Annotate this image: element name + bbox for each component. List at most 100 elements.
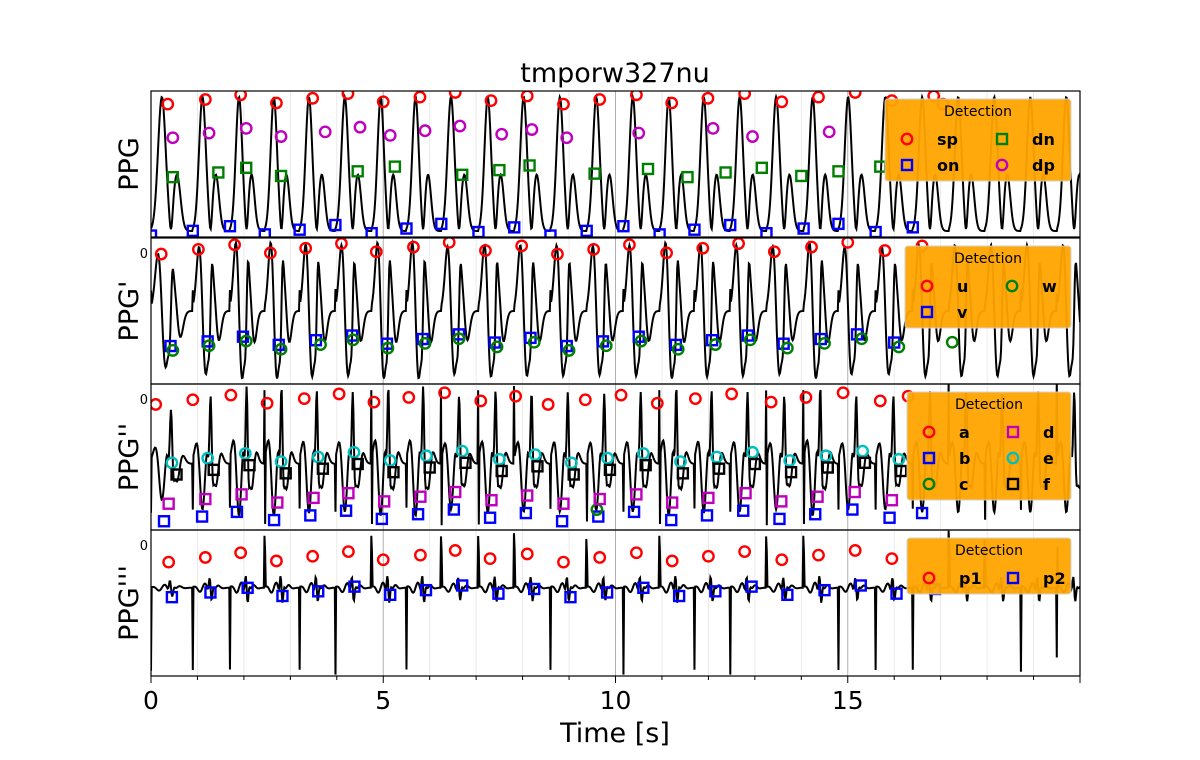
marker-b: [411, 508, 425, 521]
legend-1: Detection sp dn on dp: [884, 98, 1072, 182]
marker-f: [316, 462, 330, 475]
marker-sp: [413, 91, 427, 104]
marker-e: [201, 451, 215, 465]
legend-4: Detection p1 p2: [906, 537, 1072, 595]
marker-dn: [274, 169, 288, 183]
marker-e: [383, 454, 397, 467]
marker-dp: [560, 131, 574, 145]
legend-title: Detection: [944, 104, 1012, 120]
marker-on: [365, 227, 378, 237]
legend-box: [884, 98, 1072, 182]
marker-b: [375, 512, 389, 526]
marker-sp: [161, 97, 175, 111]
marker-b: [592, 510, 605, 523]
marker-u: [660, 246, 673, 260]
marker-f: [459, 456, 472, 470]
y-tick-label: 0: [140, 393, 148, 408]
legend-marker-dn: [995, 132, 1009, 146]
y-axis-label: PPG': [114, 281, 145, 342]
marker-u: [878, 244, 892, 257]
marker-p1: [270, 554, 283, 568]
marker-dn: [588, 167, 601, 180]
marker-a: [186, 393, 200, 407]
chart-title: tmporw327nu: [520, 58, 710, 89]
marker-dn: [212, 166, 225, 179]
marker-f: [387, 465, 400, 479]
marker-on: [724, 218, 737, 232]
legend-marker-on: [900, 158, 914, 172]
marker-e: [564, 456, 578, 470]
marker-dp: [202, 126, 216, 140]
panel-3: 0 PPG'' Detection a d b e c f: [114, 383, 1081, 531]
y-axis-label: PPG'': [114, 423, 145, 491]
marker-d: [593, 492, 606, 506]
marker-p2: [492, 587, 505, 600]
marker-sp: [665, 96, 679, 110]
marker-p1: [630, 546, 643, 560]
marker-f: [603, 463, 617, 477]
marker-e: [492, 452, 506, 466]
marker-e: [892, 452, 906, 466]
marker-dp: [453, 119, 467, 133]
marker-p2: [564, 590, 577, 604]
marker-sp: [848, 91, 862, 99]
marker-v: [452, 328, 466, 341]
marker-on: [472, 225, 485, 237]
marker-d: [775, 495, 788, 508]
legend-title: Detection: [955, 397, 1023, 413]
marker-w: [202, 339, 216, 353]
marker-sp: [234, 91, 248, 102]
marker-p1: [738, 545, 752, 559]
marker-b: [555, 515, 569, 528]
marker-on: [544, 229, 557, 237]
marker-b: [665, 513, 678, 527]
marker-p2: [600, 586, 614, 599]
x-tick-label: 5: [375, 686, 391, 715]
marker-dp: [525, 123, 539, 136]
marker-e: [347, 445, 361, 459]
legend-3: Detection a d b e c f: [906, 391, 1072, 501]
marker-p1: [702, 549, 715, 563]
marker-sp: [630, 91, 643, 102]
marker-e: [746, 445, 759, 459]
marker-p1: [162, 555, 176, 569]
marker-f: [207, 463, 220, 477]
marker-b: [915, 506, 929, 520]
y-tick-label: 0: [140, 539, 148, 554]
marker-d: [377, 495, 391, 508]
legend-label-w: w: [1042, 277, 1057, 296]
marker-b: [230, 505, 244, 519]
marker-dp: [706, 121, 720, 135]
marker-dn: [456, 168, 469, 182]
markers-4: [162, 544, 942, 604]
marker-e: [311, 450, 325, 464]
marker-p2: [241, 581, 254, 595]
marker-a: [873, 394, 887, 408]
marker-dn: [681, 170, 694, 184]
marker-on: [869, 225, 882, 237]
marker-f: [784, 465, 798, 479]
marker-u: [442, 238, 456, 249]
marker-a: [224, 388, 238, 402]
y-axis-label: PPG''': [114, 565, 145, 641]
marker-w: [892, 340, 906, 354]
marker-w: [452, 332, 466, 346]
legend-marker-f: [1006, 477, 1020, 491]
marker-p2: [637, 581, 650, 595]
marker-sp: [812, 91, 825, 104]
legend-marker-d: [1006, 425, 1020, 439]
marker-w: [671, 342, 685, 356]
marker-on: [400, 222, 413, 235]
marker-p2: [781, 588, 794, 602]
marker-dp: [383, 128, 397, 142]
signal-line: [151, 238, 1080, 381]
marker-on: [293, 223, 306, 236]
marker-w: [562, 344, 576, 357]
legend-label-d: d: [1043, 423, 1054, 442]
marker-a: [836, 386, 850, 400]
legend-label-p2: p2: [1043, 569, 1066, 588]
marker-on: [151, 229, 158, 237]
marker-a: [764, 395, 778, 409]
marker-b: [700, 509, 714, 522]
marker-e: [819, 449, 833, 463]
